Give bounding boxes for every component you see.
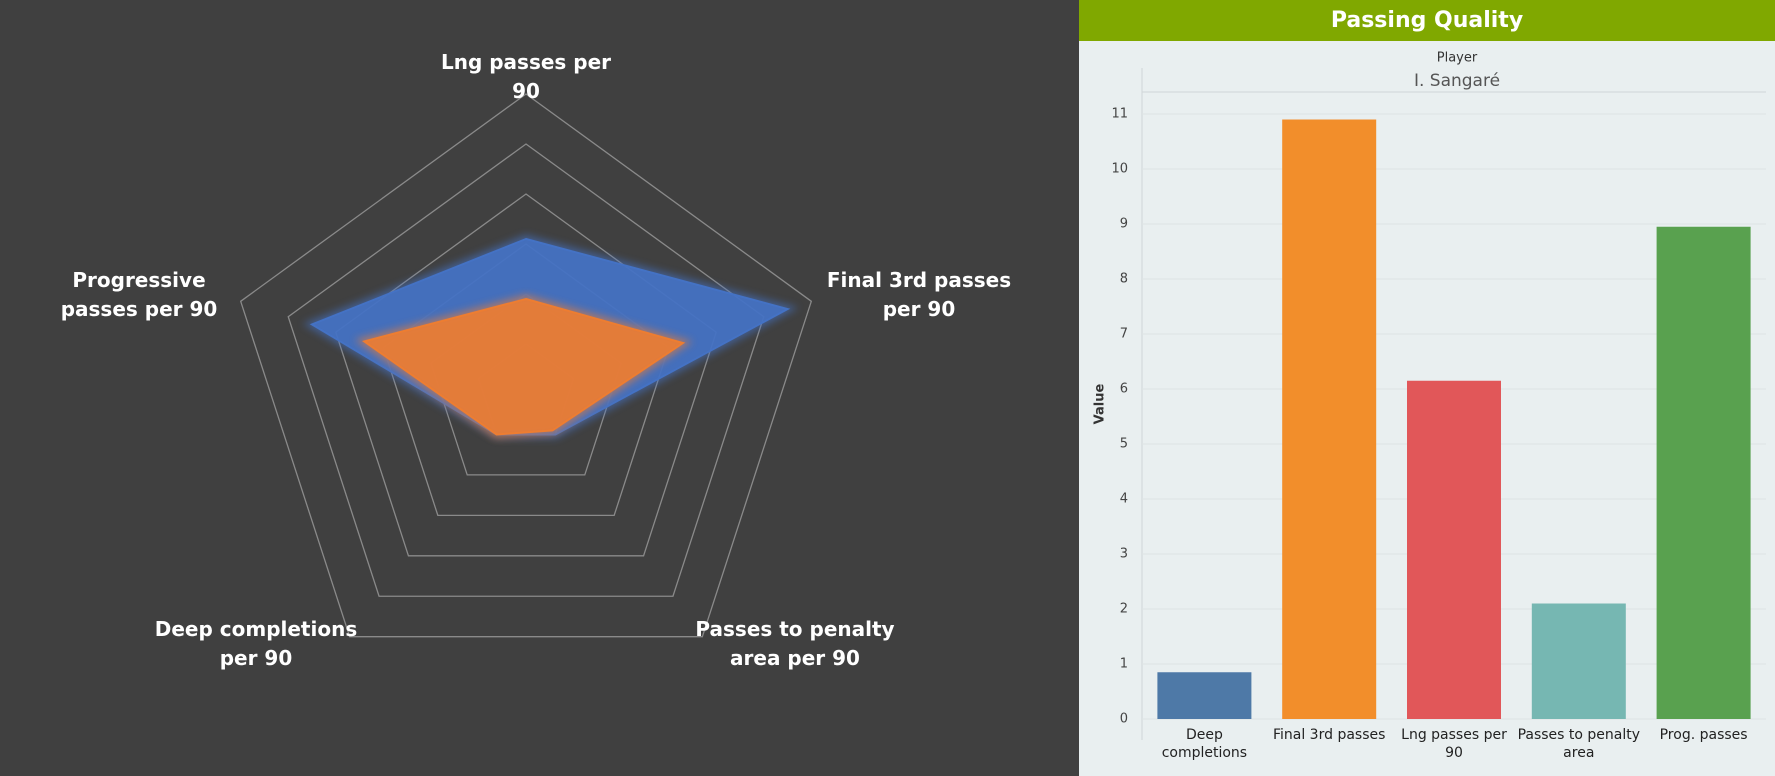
axis-label: Passes to penalty area per 90: [695, 617, 895, 670]
x-tick-label: Prog. passes: [1659, 727, 1748, 743]
bar: [1157, 672, 1252, 719]
y-tick-label: 0: [1120, 712, 1128, 727]
y-tick-label: 11: [1111, 107, 1128, 122]
axis-label: Deep completions per 90: [154, 617, 358, 670]
y-tick-label: 5: [1120, 437, 1128, 452]
series-area: [361, 297, 686, 436]
grid-ring: [239, 93, 813, 638]
bar: [1282, 119, 1377, 719]
y-tick-label: 4: [1120, 492, 1128, 507]
bar: [1531, 603, 1626, 719]
x-tick-label: Passes to penalty area: [1517, 727, 1641, 761]
y-tick-label: 9: [1120, 217, 1128, 232]
y-tick-label: 3: [1120, 547, 1128, 562]
facet-label: Player: [1437, 51, 1478, 66]
bar-chart: Player I. Sangaré Value 0 1 2 3 4 5 6 7 8 9 10 11: [1093, 51, 1766, 740]
radar-chart: [239, 93, 813, 638]
y-tick-label: 7: [1120, 327, 1128, 342]
x-tick-label: Lng passes per 90: [1401, 727, 1507, 761]
bar: [1407, 380, 1501, 719]
y-tick-label: 2: [1120, 602, 1128, 617]
y-axis-label: Value: [1093, 383, 1108, 424]
y-tick-label: 10: [1111, 162, 1128, 177]
y-tick-label: 6: [1120, 382, 1128, 397]
y-tick-label: 1: [1120, 657, 1128, 672]
y-tick-label: 8: [1120, 272, 1128, 287]
axis-label: Lng passes per 90: [440, 50, 612, 103]
axis-label: Final 3rd passes per 90: [826, 268, 1012, 321]
radar-panel: Lng passes per 90 Final 3rd passes per 90…: [0, 0, 1079, 776]
x-tick-label: Deep completions: [1161, 727, 1248, 761]
x-tick-label: Final 3rd passes: [1272, 727, 1386, 743]
bar: [1656, 226, 1751, 719]
panel-title: Passing Quality: [1079, 0, 1775, 41]
facet-value: I. Sangaré: [1414, 71, 1500, 91]
axis-label: Progressive passes per 90: [60, 268, 218, 321]
bar-panel: Passing Quality Player I. Sangaré Value …: [1079, 0, 1775, 776]
